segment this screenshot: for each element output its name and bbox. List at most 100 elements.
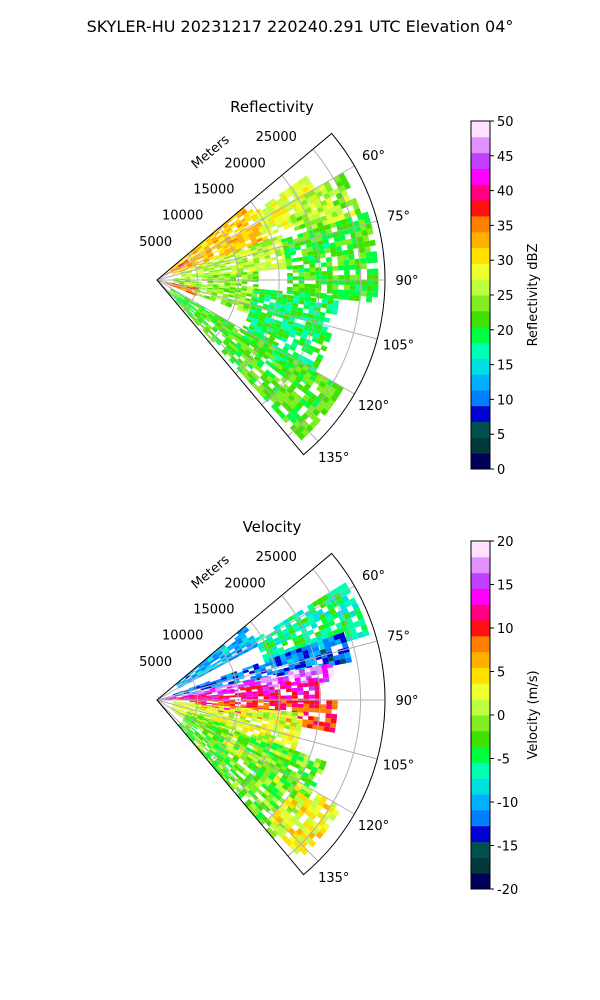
radar-cell [317, 725, 325, 731]
radar-cell [200, 708, 207, 711]
radar-cell [259, 743, 266, 749]
radar-cell [358, 247, 366, 254]
radar-cell [181, 284, 188, 287]
radar-cell [276, 816, 284, 824]
radar-cell [308, 309, 315, 315]
radar-cell [173, 293, 179, 298]
radar-cell [263, 342, 270, 349]
radar-cell [233, 754, 240, 761]
radar-cell [242, 262, 249, 266]
radar-cell [242, 648, 249, 654]
radar-cell [264, 359, 272, 367]
radar-cell [241, 636, 249, 642]
radar-cell [248, 232, 255, 237]
radar-cell [313, 186, 321, 194]
radar-cell [297, 755, 304, 762]
radar-cell [246, 783, 253, 790]
radar-cell [236, 234, 243, 240]
radar-cell [224, 248, 231, 253]
radar-cell [279, 812, 287, 820]
radar-cell [196, 256, 203, 260]
radar-cell [274, 400, 282, 408]
radar-cell [317, 244, 325, 250]
radar-cell [227, 676, 234, 681]
radar-cell [238, 239, 246, 244]
radar-cell [245, 714, 252, 719]
radar-cell [309, 420, 318, 429]
radar-cell [287, 320, 295, 326]
radar-cell [307, 251, 314, 257]
radar-cell [253, 257, 260, 262]
radar-cell [252, 710, 259, 715]
radar-cell [190, 672, 197, 677]
radar-cell [169, 266, 175, 271]
radar-cell [197, 271, 204, 274]
radar-cell [271, 352, 279, 360]
radar-cell [259, 227, 266, 233]
velocity-data-cells [161, 582, 370, 856]
radar-cell [242, 259, 249, 264]
radar-cell [229, 287, 236, 290]
radar-cell [257, 714, 264, 718]
radar-cell [212, 286, 219, 290]
radar-cell [266, 765, 274, 772]
radar-cell [232, 268, 238, 272]
radar-cell [219, 264, 226, 268]
radar-cell [214, 254, 221, 259]
radar-cell [303, 707, 310, 712]
radar-cell [278, 756, 286, 762]
radar-cell [219, 654, 226, 660]
radar-cell [238, 225, 245, 231]
radar-cell [258, 256, 265, 261]
colorbar-tick-label: 5 [497, 666, 505, 681]
radar-cell [279, 787, 287, 794]
radar-cell [243, 769, 250, 776]
radar-cell [322, 822, 331, 831]
radar-cell [210, 295, 217, 299]
radar-cell [248, 325, 256, 331]
radar-cell [346, 243, 354, 250]
azimuth-tick-label: 135° [318, 451, 349, 466]
radar-cell [224, 282, 231, 286]
radar-cell [181, 720, 187, 726]
radar-cell [298, 287, 305, 292]
radar-cell [189, 728, 195, 734]
radar-cell [187, 285, 194, 288]
radar-cell [206, 665, 213, 670]
radar-cell [251, 713, 258, 717]
radar-cell [245, 338, 252, 345]
radar-cell [288, 729, 296, 735]
radar-cell [214, 759, 220, 766]
radar-cell [179, 304, 184, 309]
radar-cell [213, 261, 219, 265]
radar-cell [260, 754, 267, 760]
radar-cell [176, 682, 182, 687]
radar-cell [280, 337, 288, 343]
radar-cell [197, 308, 204, 313]
radar-cell [247, 271, 253, 275]
radar-cell [206, 695, 213, 697]
radar-cell [313, 332, 320, 339]
radar-cell [272, 787, 280, 794]
radar-cell [267, 338, 274, 344]
radar-cell [228, 254, 235, 258]
radar-cell [252, 213, 259, 220]
radar-cell [292, 265, 299, 270]
radar-cell [276, 234, 283, 240]
radar-cell [190, 309, 196, 314]
radar-cell [301, 617, 309, 624]
radar-cell [290, 745, 297, 751]
radar-cell [271, 796, 279, 804]
radar-cell [229, 703, 236, 707]
radar-cell [217, 756, 223, 763]
radar-cell [296, 809, 305, 817]
radar-cell [179, 259, 185, 264]
radar-cell [211, 652, 218, 658]
radar-cell [173, 278, 179, 279]
radar-cell [258, 731, 266, 736]
radar-cell [181, 302, 186, 307]
radar-cell [193, 723, 200, 728]
radar-cell [182, 719, 188, 724]
radar-cell [263, 749, 270, 755]
radar-cell [223, 711, 230, 714]
